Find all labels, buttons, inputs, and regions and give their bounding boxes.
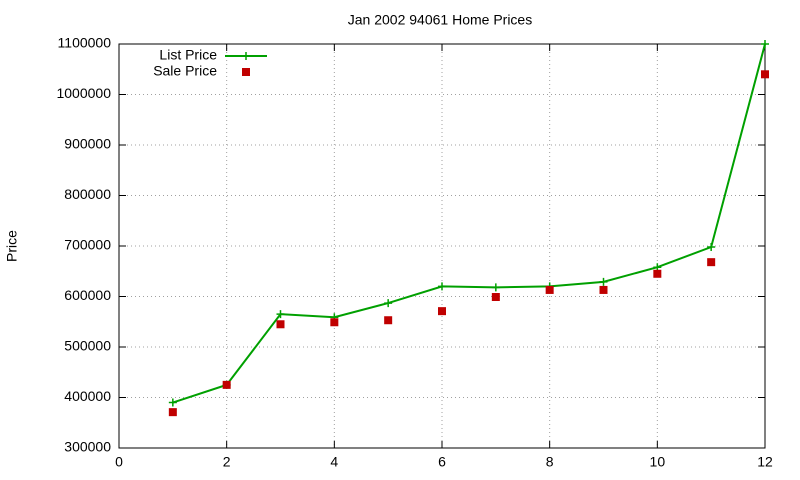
data-point	[222, 380, 231, 389]
x-tick-label: 4	[330, 454, 338, 470]
y-tick-label: 900000	[64, 136, 111, 152]
x-tick-label: 8	[546, 454, 554, 470]
x-tick-label: 12	[757, 454, 773, 470]
data-point	[599, 285, 608, 294]
x-tick-label: 0	[115, 454, 123, 470]
data-point	[438, 282, 446, 291]
data-point	[653, 269, 662, 278]
legend-marker	[242, 68, 250, 76]
data-point	[707, 243, 716, 252]
data-point	[276, 320, 285, 329]
data-point	[384, 299, 393, 308]
data-point	[168, 408, 177, 417]
data-point	[438, 307, 446, 316]
legend-marker	[242, 52, 250, 60]
data-point	[384, 316, 393, 325]
y-tick-label: 300000	[64, 439, 111, 455]
data-point	[545, 285, 554, 294]
y-tick-label: 700000	[64, 237, 111, 253]
data-point	[330, 318, 339, 327]
data-point	[761, 70, 769, 79]
x-tick-label: 2	[223, 454, 231, 470]
y-tick-label: 1100000	[58, 35, 112, 51]
legend-label: Sale Price	[153, 63, 217, 79]
data-point	[168, 398, 177, 407]
data-point	[599, 277, 608, 286]
y-tick-label: 500000	[64, 338, 111, 354]
data-point	[276, 310, 285, 319]
legend-label: List Price	[159, 47, 217, 63]
x-tick-label: 10	[650, 454, 666, 470]
y-tick-label: 800000	[64, 186, 111, 202]
plot-frame	[118, 43, 766, 449]
x-tick-label: 6	[438, 454, 446, 470]
data-point	[491, 293, 500, 302]
y-axis-label: Price	[4, 230, 20, 262]
data-point	[491, 283, 500, 292]
data-point	[707, 258, 716, 267]
y-tick-label: 400000	[64, 388, 111, 404]
y-tick-label: 600000	[64, 287, 111, 303]
data-point	[761, 40, 769, 48]
chart-title: Jan 2002 94061 Home Prices	[348, 12, 532, 28]
y-tick-label: 1000000	[56, 85, 111, 101]
series-line	[172, 43, 766, 404]
